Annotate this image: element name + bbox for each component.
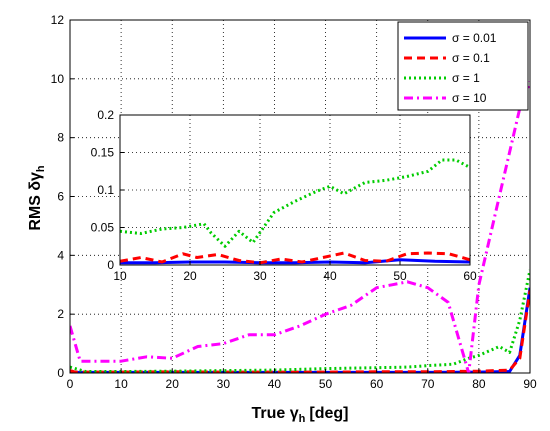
main-series-line-1 bbox=[70, 287, 530, 373]
inset-x-tick-label: 50 bbox=[393, 269, 407, 283]
main-y-tick-label: 8 bbox=[57, 131, 64, 145]
main-series-line-2 bbox=[70, 290, 530, 373]
main-x-tick-label: 50 bbox=[319, 377, 333, 391]
inset-x-tick-label: 40 bbox=[323, 269, 337, 283]
inset-y-tick-label: 0.1 bbox=[97, 183, 114, 197]
y-axis-label: RMS δγh bbox=[27, 165, 47, 231]
main-y-tick-label: 10 bbox=[51, 72, 65, 86]
inset-series-line-1 bbox=[120, 258, 470, 265]
main-x-tick-label: 70 bbox=[421, 377, 435, 391]
inset-y-tick-label: 0.2 bbox=[97, 108, 114, 122]
inset-background bbox=[120, 115, 470, 265]
main-series-line-4 bbox=[70, 81, 530, 373]
inset-ticks: 10 20 30 40 50 60 0 0.05 0.1 0.15 0.2 bbox=[91, 108, 477, 283]
inset-x-tick-label: 20 bbox=[183, 269, 197, 283]
inset-y-tick-label: 0.15 bbox=[91, 146, 115, 160]
inset-x-tick-label: 10 bbox=[113, 269, 127, 283]
inset-x-tick-label: 30 bbox=[253, 269, 267, 283]
main-x-tick-label: 0 bbox=[67, 377, 74, 391]
main-y-tick-label: 2 bbox=[57, 307, 64, 321]
main-y-tick-label: 4 bbox=[57, 248, 64, 262]
legend-label-1: σ = 0.01 bbox=[452, 31, 497, 45]
inset-y-tick-label: 0 bbox=[107, 258, 114, 272]
legend-label-2: σ = 0.1 bbox=[452, 51, 490, 65]
main-x-tick-label: 40 bbox=[268, 377, 282, 391]
main-x-tick-label: 90 bbox=[523, 377, 537, 391]
main-x-tick-label: 20 bbox=[166, 377, 180, 391]
main-x-tick-label: 80 bbox=[472, 377, 486, 391]
legend-label-3: σ = 1 bbox=[452, 71, 480, 85]
inset-series bbox=[120, 158, 470, 265]
main-y-tick-label: 0 bbox=[57, 366, 64, 380]
inset-series-line-3 bbox=[120, 158, 470, 248]
legend-label-4: σ = 10 bbox=[452, 91, 487, 105]
legend: σ = 0.01 σ = 0.1 σ = 1 σ = 10 bbox=[397, 21, 529, 111]
main-x-tick-label: 10 bbox=[114, 377, 128, 391]
inset-series-line-2 bbox=[120, 251, 470, 265]
inset-grid bbox=[120, 115, 470, 265]
main-y-tick-label: 6 bbox=[57, 190, 64, 204]
main-x-tick-label: 60 bbox=[370, 377, 384, 391]
inset-y-tick-label: 0.05 bbox=[91, 221, 115, 235]
inset-x-tick-label: 60 bbox=[463, 269, 477, 283]
main-y-tick-label: 12 bbox=[51, 13, 65, 27]
main-series-line-3 bbox=[70, 269, 530, 373]
x-axis-label: True γh [deg] bbox=[252, 405, 349, 425]
main-x-tick-label: 30 bbox=[217, 377, 231, 391]
